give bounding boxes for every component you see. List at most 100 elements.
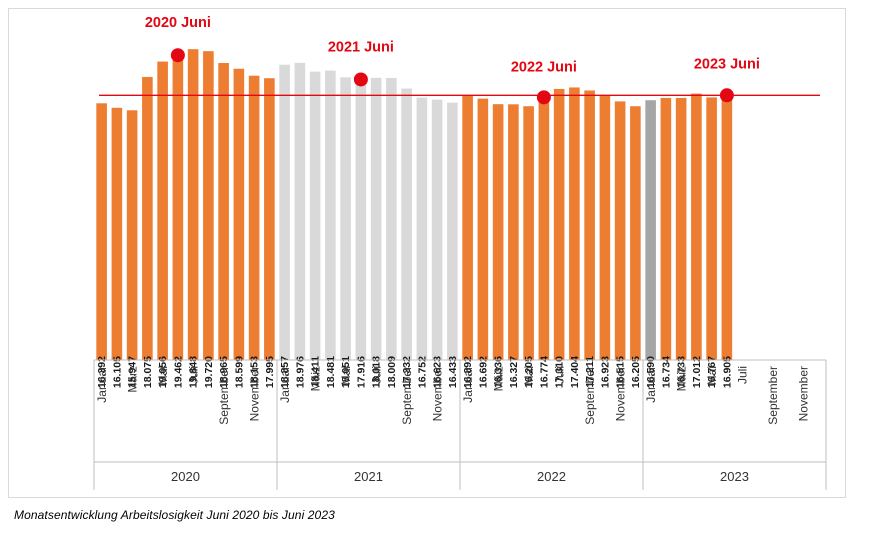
- year-label: 2022: [537, 469, 566, 484]
- month-label: Mäiz: [309, 366, 323, 391]
- bar-2020-7: [187, 49, 199, 361]
- value-label: 18.857: [279, 356, 291, 388]
- bar-2023-5: [706, 97, 717, 361]
- month-label: Mai: [705, 366, 719, 385]
- value-label: 17.995: [264, 356, 276, 388]
- value-label: 16.515: [615, 356, 627, 388]
- bar-2022-4: [508, 104, 519, 360]
- value-label: 16.733: [676, 356, 688, 388]
- month-label: Juli: [553, 366, 567, 384]
- value-label: 18.075: [142, 356, 154, 388]
- value-label: 16.392: [96, 356, 108, 388]
- bar-2020-1: [96, 103, 107, 361]
- year-label: 2020: [171, 469, 200, 484]
- month-label: September: [400, 366, 414, 425]
- value-label: 16.327: [508, 356, 520, 388]
- annotation-marker: [353, 72, 368, 87]
- value-label: 18.965: [218, 356, 230, 388]
- month-label: Mai: [522, 366, 536, 385]
- value-label: 18.599: [233, 356, 245, 388]
- value-label: 17.404: [569, 356, 581, 388]
- value-label: 18.411: [310, 356, 322, 388]
- bar-2022-9: [584, 90, 595, 360]
- bar-2021-3: [309, 71, 321, 361]
- bar-2022-12: [630, 106, 641, 360]
- annotation-label: 2020 Juni: [145, 15, 211, 31]
- chart-frame: [8, 8, 846, 498]
- value-label: 18.051: [340, 356, 352, 388]
- value-label: 17.332: [401, 356, 413, 388]
- annotation-label: 2023 Juni: [694, 56, 760, 72]
- value-label: 18.009: [386, 356, 398, 388]
- month-label: September: [217, 366, 231, 425]
- value-label: 17.211: [584, 356, 596, 388]
- bar-2023-1: [645, 100, 656, 360]
- month-label: Juli: [370, 366, 384, 384]
- value-label: 16.752: [416, 356, 428, 388]
- bar-2022-2: [477, 98, 489, 360]
- month-label: November: [797, 366, 811, 421]
- bar-2021-12: [447, 102, 458, 360]
- bar-2022-8: [569, 87, 580, 360]
- unemployment-bar-chart: 16.392 16.105 15.947 18.075 19.056 19.462 19.8…: [93, 15, 827, 490]
- month-label: September: [766, 366, 780, 425]
- chart-caption: Monatsentwicklung Arbeitslosigkeit Juni …: [14, 508, 335, 522]
- value-label: 16.692: [477, 356, 489, 388]
- value-label: 16.590: [645, 356, 657, 388]
- bar-2022-6: [538, 97, 550, 360]
- month-label: Mai: [156, 366, 170, 385]
- month-label: Januar: [278, 366, 292, 403]
- value-label: 16.205: [523, 356, 535, 388]
- bar-2023-4: [691, 93, 702, 360]
- month-label: September: [583, 366, 597, 425]
- value-label: 18.018: [371, 356, 383, 388]
- bar-2020-9: [218, 63, 229, 360]
- month-label: Januar: [644, 366, 658, 403]
- value-label: 16.892: [462, 356, 474, 388]
- bar-2020-5: [157, 61, 168, 360]
- bar-2021-10: [416, 97, 428, 360]
- annotation-label: 2022 Juni: [511, 59, 577, 75]
- bar-2020-3: [126, 110, 138, 361]
- year-label: 2021: [354, 469, 383, 484]
- value-label: 19.848: [188, 356, 200, 388]
- month-label: Mäiz: [675, 366, 689, 391]
- value-label: 16.623: [432, 356, 444, 388]
- bar-2021-1: [279, 64, 290, 360]
- value-label: 19.462: [172, 356, 184, 388]
- month-label: Juli: [736, 366, 750, 384]
- month-label: Januar: [461, 366, 475, 403]
- bar-2022-5: [523, 106, 534, 360]
- bar-2022-1: [462, 95, 473, 360]
- bar-2021-7: [370, 77, 382, 360]
- value-label: 16.923: [599, 356, 611, 388]
- bar-2022-10: [599, 94, 611, 361]
- bar-2021-11: [431, 99, 443, 361]
- value-label: 16.336: [493, 356, 505, 388]
- bar-2023-6: [721, 95, 733, 361]
- bar-2020-8: [203, 51, 214, 361]
- bar-2021-2: [294, 62, 306, 361]
- value-label: 16.905: [721, 356, 733, 388]
- bar-2021-9: [401, 88, 412, 360]
- annotation-marker: [536, 90, 551, 105]
- value-label: 16.767: [706, 356, 718, 388]
- bar-2020-2: [111, 107, 123, 360]
- year-label: 2023: [720, 469, 749, 484]
- bar-2020-4: [142, 76, 153, 360]
- value-label: 19.056: [157, 356, 169, 388]
- bar-2021-4: [325, 70, 336, 360]
- month-label: November: [431, 366, 445, 421]
- month-label: November: [614, 366, 628, 421]
- value-label: 18.153: [249, 356, 261, 388]
- bar-2022-7: [553, 88, 565, 361]
- annotation-marker: [170, 48, 185, 63]
- bar-2021-8: [386, 77, 397, 360]
- bar-2020-11: [248, 75, 260, 360]
- value-label: 19.720: [203, 356, 215, 388]
- bar-2021-6: [355, 79, 367, 360]
- month-label: März: [126, 366, 140, 393]
- value-label: 18.976: [294, 356, 306, 388]
- value-label: 16.734: [660, 356, 672, 388]
- value-label: 18.481: [325, 356, 337, 388]
